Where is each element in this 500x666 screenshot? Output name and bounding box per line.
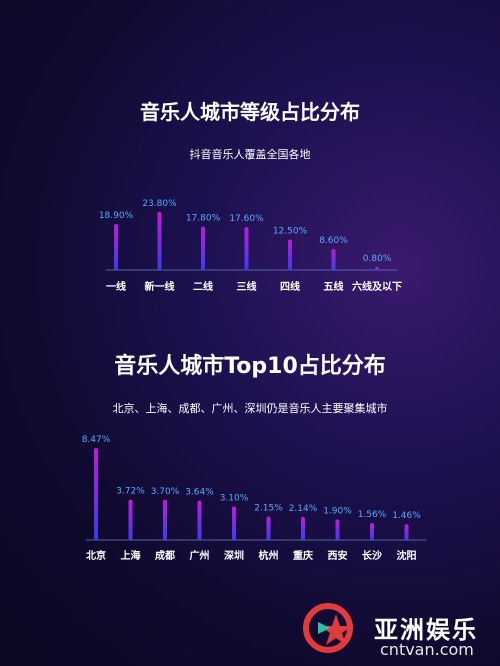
chart1-value-label: 17.80%	[186, 214, 221, 224]
chart2-value-label: 8.47%	[82, 435, 111, 445]
chart2-category-label: 杭州	[259, 549, 279, 562]
chart2-bar	[335, 519, 340, 540]
chart1-subtitle: 抖音音乐人覆盖全国各地	[189, 148, 311, 161]
chart1-category-label: 三线	[237, 280, 257, 293]
chart1-value-label: 23.80%	[142, 199, 177, 209]
chart1-category-label: 二线	[193, 280, 213, 293]
chart2-value-label: 1.46%	[392, 511, 421, 521]
chart1-value-label: 8.60%	[319, 236, 348, 246]
chart2-value-label: 3.72%	[116, 487, 145, 497]
chart2-category-label: 上海	[121, 549, 141, 562]
chart1-bar	[331, 249, 336, 270]
chart1-value-label: 18.90%	[99, 211, 134, 221]
chart1-category-label: 六线及以下	[352, 280, 402, 293]
chart1-bar	[157, 212, 162, 270]
chart2-value-label: 3.70%	[151, 487, 180, 497]
chart2-bar	[404, 524, 409, 540]
chart2-category-label: 广州	[190, 549, 210, 562]
chart2-category-label: 长沙	[362, 549, 382, 562]
chart2-value-label: 3.64%	[185, 487, 214, 497]
chart1-bar	[201, 226, 205, 270]
chart1-category-label: 新一线	[145, 280, 175, 293]
chart2-bar	[301, 516, 305, 540]
chart1-title: 音乐人城市等级占比分布	[140, 100, 360, 124]
chart2-value-label: 2.15%	[254, 504, 283, 514]
watermark-url: cntvan.com	[380, 640, 474, 659]
chart2-bar	[232, 506, 236, 540]
chart2-plot: 8.47% 北京 3.72% 上海 3.70% 成都 3.64% 广州 3.10% 深圳 2.15%…	[82, 435, 427, 562]
chart2-value-label: 2.14%	[289, 504, 318, 514]
chart2-category-label: 沈阳	[397, 549, 417, 562]
chart2-category-label: 重庆	[293, 549, 313, 562]
chart1-category-label: 五线	[324, 280, 344, 293]
chart2-category-label: 深圳	[224, 549, 244, 562]
chart2-bar	[94, 448, 98, 540]
chart2-bar	[163, 499, 167, 540]
chart1-bar	[114, 223, 118, 270]
chart1-bar	[375, 267, 379, 270]
chart2-category-label: 成都	[155, 549, 175, 562]
chart1-bar	[288, 239, 292, 270]
chart2-bar	[266, 516, 271, 540]
chart2-value-label: 3.10%	[220, 493, 249, 503]
chart2-bar	[128, 499, 133, 540]
watermark-brand: 亚洲娱乐	[374, 616, 478, 644]
chart1-category-label: 四线	[280, 280, 300, 293]
chart2-bar	[370, 523, 374, 540]
chart1-category-label: 一线	[106, 280, 126, 293]
chart1-bar	[244, 227, 249, 270]
watermark-logo-icon	[303, 603, 353, 653]
chart2-value-label: 1.90%	[323, 506, 352, 516]
chart2-subtitle: 北京、上海、成都、广州、深圳仍是音乐人主要聚集城市	[112, 402, 388, 415]
chart1-plot: 18.90% 一线 23.80% 新一线 17.80% 二线 17.60% 三线 12.50% 四…	[99, 199, 402, 293]
chart2-bar	[197, 500, 202, 540]
chart1-value-label: 12.50%	[273, 227, 308, 237]
chart2-category-label: 北京	[86, 549, 106, 562]
chart2-title: 音乐人城市Top10占比分布	[114, 354, 386, 379]
chart2-category-label: 西安	[328, 549, 348, 562]
chart1-value-label: 0.80%	[363, 254, 392, 264]
chart2-value-label: 1.56%	[358, 510, 387, 520]
chart1-value-label: 17.60%	[229, 214, 264, 224]
